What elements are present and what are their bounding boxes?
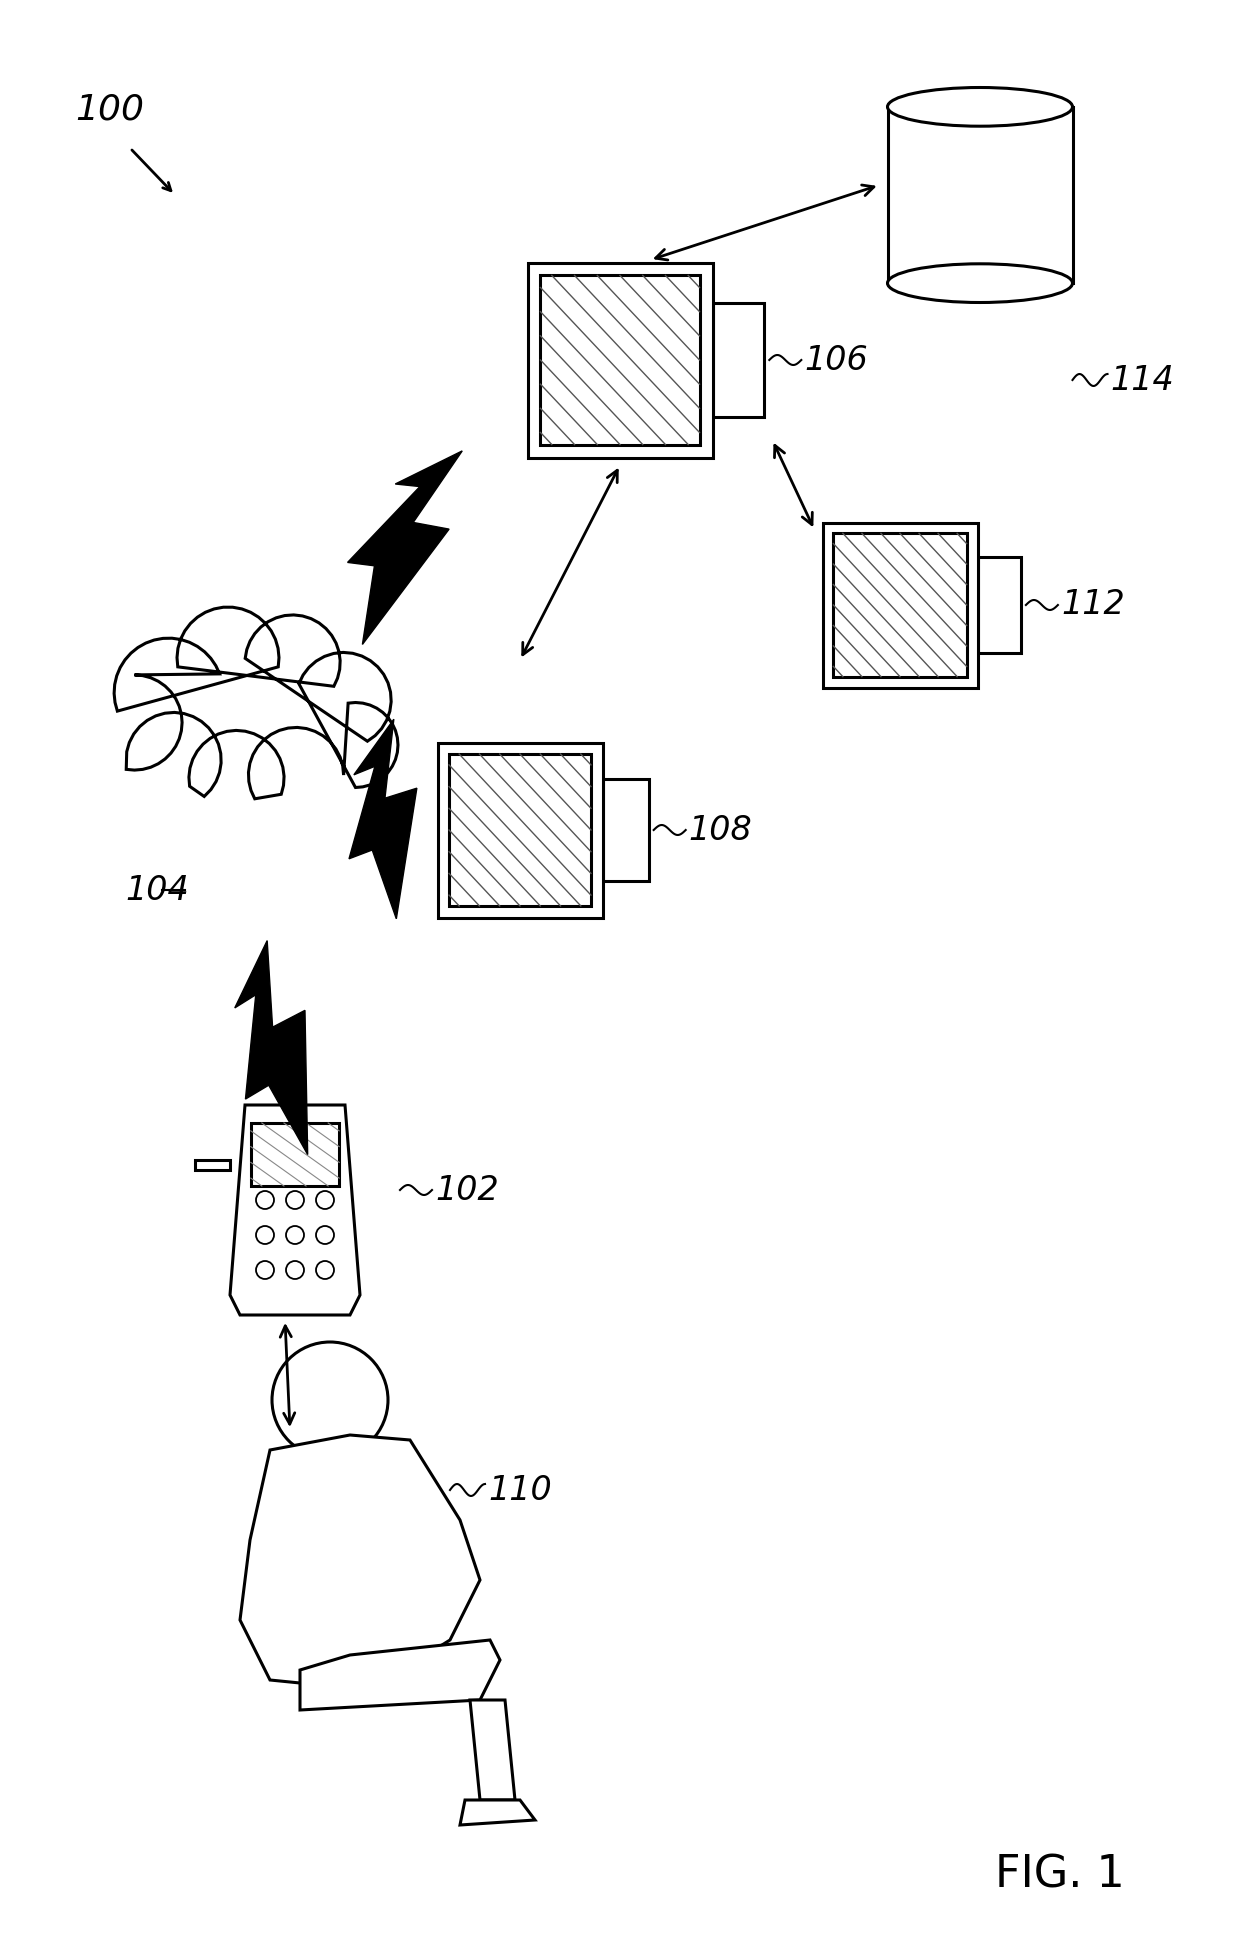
- FancyBboxPatch shape: [822, 523, 977, 688]
- Polygon shape: [234, 940, 308, 1154]
- FancyBboxPatch shape: [541, 276, 699, 445]
- Ellipse shape: [888, 264, 1073, 303]
- FancyBboxPatch shape: [195, 1160, 229, 1170]
- FancyBboxPatch shape: [977, 558, 1021, 653]
- Text: 106: 106: [805, 344, 868, 377]
- Circle shape: [286, 1261, 304, 1278]
- Circle shape: [255, 1226, 274, 1244]
- Ellipse shape: [888, 87, 1073, 126]
- Text: 104: 104: [125, 874, 188, 907]
- Polygon shape: [348, 719, 417, 919]
- Text: 114: 114: [1111, 363, 1174, 396]
- FancyBboxPatch shape: [438, 742, 603, 917]
- Polygon shape: [460, 1799, 534, 1824]
- Circle shape: [316, 1226, 334, 1244]
- FancyBboxPatch shape: [250, 1123, 340, 1185]
- Circle shape: [286, 1226, 304, 1244]
- Text: 110: 110: [489, 1473, 552, 1506]
- Text: 108: 108: [688, 814, 753, 847]
- Polygon shape: [470, 1700, 515, 1799]
- FancyBboxPatch shape: [449, 754, 591, 905]
- Text: 100: 100: [74, 93, 144, 126]
- Circle shape: [286, 1191, 304, 1209]
- Circle shape: [255, 1261, 274, 1278]
- Polygon shape: [241, 1436, 480, 1690]
- Text: 102: 102: [435, 1174, 498, 1207]
- FancyBboxPatch shape: [888, 107, 1073, 284]
- FancyBboxPatch shape: [713, 303, 764, 416]
- Polygon shape: [300, 1640, 500, 1710]
- Polygon shape: [229, 1106, 360, 1315]
- FancyBboxPatch shape: [603, 779, 649, 880]
- Circle shape: [316, 1261, 334, 1278]
- FancyBboxPatch shape: [527, 262, 713, 457]
- Text: FIG. 1: FIG. 1: [996, 1854, 1125, 1896]
- Text: 112: 112: [1061, 589, 1125, 622]
- Polygon shape: [114, 608, 398, 799]
- Circle shape: [272, 1343, 388, 1457]
- FancyBboxPatch shape: [833, 532, 967, 676]
- Polygon shape: [347, 451, 463, 645]
- Circle shape: [255, 1191, 274, 1209]
- Circle shape: [316, 1191, 334, 1209]
